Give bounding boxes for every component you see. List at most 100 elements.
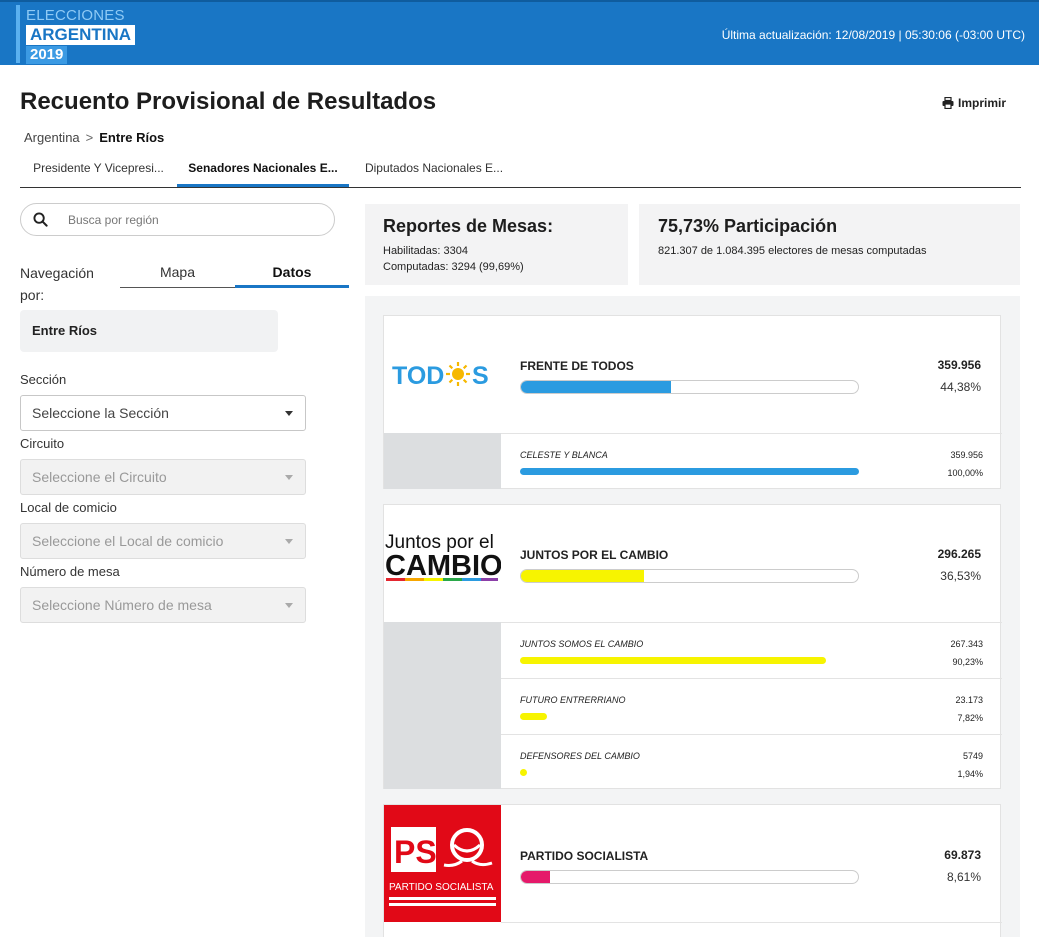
ps-logo-image: PS PARTIDO SOCIALISTA (389, 827, 496, 906)
list-name: DEFENSORES DEL CAMBIO (520, 751, 640, 761)
search-icon (33, 212, 48, 227)
chevron-down-icon (285, 475, 293, 480)
jpc-logo: Juntos por el CAMBIO (384, 505, 503, 622)
polling-place-label: Local de comicio (20, 500, 117, 515)
jpc-logo-image: Juntos por el CAMBIO (385, 532, 503, 582)
list-progress-bar (520, 713, 547, 720)
party-card-fdt[interactable]: TOD S FRENTE DE TODOS 359.956 44,38% (383, 315, 1002, 489)
party-progress-bar (520, 569, 859, 583)
section-select-value: Seleccione la Sección (32, 405, 169, 421)
table-number-select-value: Seleccione Número de mesa (32, 597, 212, 613)
party-votes: 359.956 (937, 358, 981, 372)
list-percent: 1,94% (957, 769, 983, 779)
party-progress-fill (521, 381, 671, 393)
participation-box: 75,73% Participación 821.307 de 1.084.39… (639, 204, 1020, 285)
section-label: Sección (20, 372, 67, 387)
print-label: Imprimir (957, 96, 1006, 110)
svg-text:Juntos por el: Juntos por el (385, 532, 494, 553)
nav-tab-data[interactable]: Datos (235, 262, 349, 288)
sublist-gutter (384, 433, 501, 489)
category-tabs: Presidente Y Vicepresi... Senadores Naci… (20, 152, 1021, 188)
party-name: PARTIDO SOCIALISTA (520, 849, 649, 863)
polling-place-select-value: Seleccione el Local de comicio (32, 533, 224, 549)
svg-text:PARTIDO SOCIALISTA: PARTIDO SOCIALISTA (389, 882, 494, 893)
tab-senadores[interactable]: Senadores Nacionales E... (177, 152, 349, 187)
list-progress-bar (520, 657, 826, 664)
party-percent: 8,61% (946, 870, 981, 884)
list-name: JUNTOS SOMOS EL CAMBIO (520, 639, 644, 649)
party-name: FRENTE DE TODOS (520, 359, 634, 373)
search-input[interactable] (68, 212, 298, 227)
circuit-select-value: Seleccione el Circuito (32, 469, 167, 485)
list-progress-bar (520, 468, 859, 475)
chevron-down-icon (285, 603, 293, 608)
table-number-label: Número de mesa (20, 564, 120, 579)
sublist-gutter (384, 622, 501, 789)
list-progress-bar (520, 769, 527, 776)
navigation-label: Navegación por: (20, 265, 94, 303)
list-item: CELESTE Y BLANCA 359.956 100,00% (501, 433, 1002, 489)
chevron-down-icon (285, 539, 293, 544)
fdt-logo-image: TOD S (392, 362, 489, 390)
logo-line-2: ARGENTINA (26, 25, 136, 45)
top-banner: ELECCIONES ARGENTINA 2019 Última actuali… (0, 0, 1039, 65)
party-progress-fill (521, 570, 645, 582)
polling-place-select[interactable]: Seleccione el Local de comicio (20, 523, 306, 559)
logo-line-3: 2019 (26, 46, 68, 64)
circuit-label: Circuito (20, 436, 65, 451)
participation-title: 75,73% Participación (658, 216, 838, 236)
last-update-text: Última actualización: 12/08/2019 | 05:30… (721, 28, 1025, 42)
region-search (20, 203, 335, 236)
breadcrumb: Argentina > Entre Ríos (24, 130, 164, 145)
list-percent: 7,82% (957, 713, 983, 723)
print-button[interactable]: Imprimir (942, 96, 1006, 110)
list-votes: 359.956 (950, 450, 983, 460)
printer-icon (942, 97, 954, 109)
mesas-habilitadas: Habilitadas: 3304 (383, 245, 469, 257)
svg-text:TOD: TOD (392, 362, 444, 390)
party-name: JUNTOS POR EL CAMBIO (520, 548, 669, 562)
table-number-select[interactable]: Seleccione Número de mesa (20, 587, 306, 623)
chevron-down-icon (285, 411, 293, 416)
ps-logo: PS PARTIDO SOCIALISTA (384, 805, 501, 922)
party-percent: 44,38% (940, 380, 981, 394)
party-card-jpc[interactable]: Juntos por el CAMBIO JUNTOS POR EL CAMBI… (383, 504, 1002, 789)
list-item: JUNTOS SOMOS EL CAMBIO 267.343 90,23% (501, 622, 1002, 678)
list-votes: 267.343 (950, 639, 983, 649)
party-progress-bar (520, 870, 859, 884)
breadcrumb-root[interactable]: Argentina (24, 130, 80, 145)
list-item (501, 922, 1002, 938)
page-title: Recuento Provisional de Resultados (20, 88, 437, 115)
results-panel: TOD S FRENTE DE TODOS 359.956 44,38% (365, 296, 1020, 937)
party-votes: 69.873 (944, 848, 981, 862)
mesas-computadas: Computadas: 3294 (99,69%) (383, 261, 524, 273)
tab-diputados[interactable]: Diputados Nacionales E... (364, 161, 504, 175)
svg-text:S: S (472, 362, 489, 390)
svg-text:PS: PS (394, 834, 437, 870)
party-card-ps[interactable]: PS PARTIDO SOCIALISTA PARTIDO SOCIALISTA… (383, 804, 1002, 938)
tab-presidente[interactable]: Presidente Y Vicepresi... (33, 161, 164, 175)
party-progress-bar (520, 380, 859, 394)
party-progress-fill (521, 871, 551, 883)
list-name: FUTURO ENTRERRIANO (520, 695, 626, 705)
logo-stripe (16, 5, 20, 63)
list-votes: 23.173 (955, 695, 983, 705)
elections-logo[interactable]: ELECCIONES ARGENTINA 2019 (16, 5, 138, 65)
circuit-select[interactable]: Seleccione el Circuito (20, 459, 306, 495)
logo-line-1: ELECCIONES (26, 7, 125, 24)
list-name: CELESTE Y BLANCA (520, 450, 608, 460)
nav-tab-map[interactable]: Mapa (120, 262, 235, 288)
list-item: DEFENSORES DEL CAMBIO 5749 1,94% (501, 734, 1002, 789)
list-percent: 100,00% (947, 468, 983, 478)
section-select[interactable]: Seleccione la Sección (20, 395, 306, 431)
svg-text:CAMBIO: CAMBIO (385, 550, 501, 582)
mesas-title: Reportes de Mesas: (383, 216, 554, 236)
mesas-report-box: Reportes de Mesas: Habilitadas: 3304 Com… (365, 204, 628, 285)
list-votes: 5749 (962, 751, 983, 761)
party-votes: 296.265 (937, 547, 981, 561)
breadcrumb-separator: > (85, 130, 94, 145)
participation-detail: 821.307 de 1.084.395 electores de mesas … (658, 245, 927, 257)
list-item: FUTURO ENTRERRIANO 23.173 7,82% (501, 678, 1002, 734)
selected-region: Entre Ríos (20, 310, 278, 352)
party-percent: 36,53% (940, 569, 981, 583)
